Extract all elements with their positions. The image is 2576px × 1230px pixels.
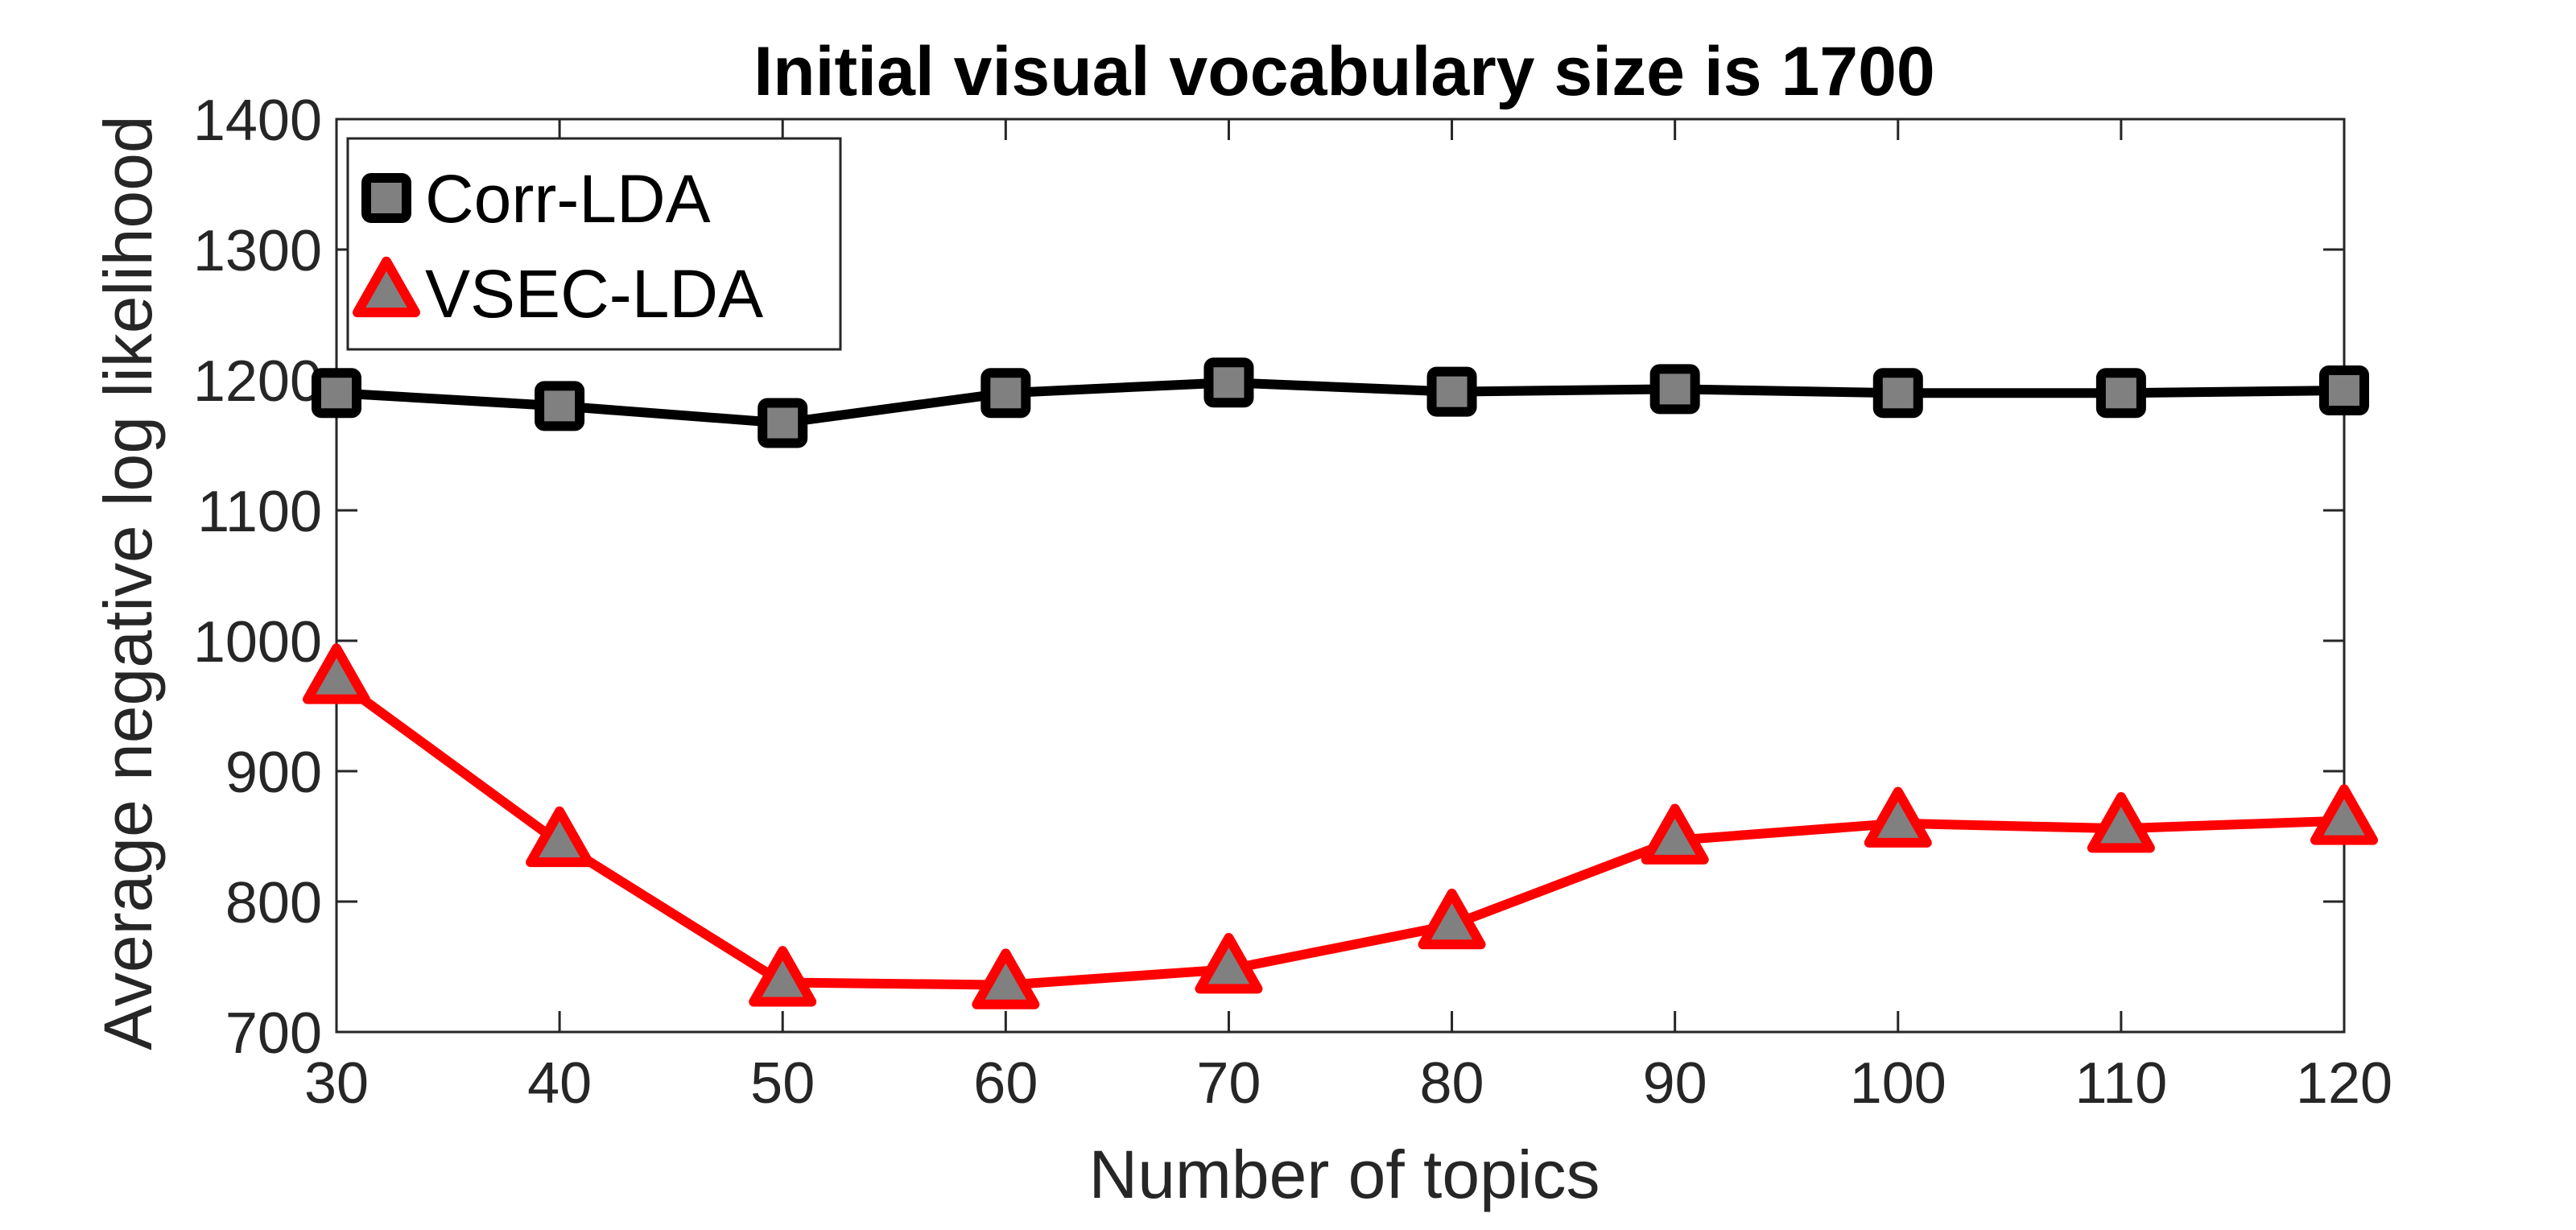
data-point-square <box>2319 365 2369 415</box>
x-tick-label: 110 <box>2074 1051 2167 1116</box>
y-tick-label: 1300 <box>193 219 322 283</box>
x-tick-label: 50 <box>750 1051 815 1116</box>
x-tick-label: 100 <box>1850 1051 1946 1116</box>
data-point-square <box>1203 357 1254 408</box>
y-tick-label: 1000 <box>193 610 322 675</box>
data-point-square <box>1426 366 1477 417</box>
x-axis-ticks: 30 40 50 60 70 80 90 100 110 120 <box>304 1051 2392 1116</box>
legend-box <box>346 137 842 351</box>
legend-marker-triangle <box>353 256 420 318</box>
y-tick-label: 700 <box>225 1001 322 1066</box>
data-point-triangle <box>1641 803 1709 865</box>
legend-marker-square <box>361 173 411 223</box>
x-tick-label: 30 <box>304 1051 369 1116</box>
x-tick-label: 70 <box>1196 1051 1261 1116</box>
x-tick-label: 40 <box>527 1051 592 1116</box>
data-point-triangle <box>1864 786 1932 848</box>
data-point-triangle <box>2310 784 2378 845</box>
data-point-square <box>1872 368 1923 419</box>
y-axis-title: Average negative log likelihood <box>90 115 166 1050</box>
data-point-square <box>980 368 1031 419</box>
legend-label: VSEC-LDA <box>425 256 763 332</box>
data-point-triangle <box>2087 791 2155 853</box>
series-vsec-lda <box>303 643 2378 1009</box>
y-tick-label: 900 <box>225 741 322 805</box>
data-point-triangle <box>303 643 370 704</box>
y-tick-label: 1400 <box>193 89 322 153</box>
data-point-triangle <box>749 946 817 1007</box>
series-line <box>336 378 2345 428</box>
x-tick-label: 80 <box>1420 1051 1484 1116</box>
data-point-triangle <box>526 806 594 868</box>
chart-title: Initial visual vocabulary size is 1700 <box>753 33 1935 110</box>
data-point-square <box>535 381 585 431</box>
data-point-triangle <box>972 948 1040 1009</box>
series-corr-lda <box>312 357 2369 448</box>
legend: Corr-LDA VSEC-LDA <box>346 137 842 351</box>
data-point-square <box>2095 368 2146 419</box>
data-point-square <box>1649 364 1700 415</box>
x-tick-label: 60 <box>973 1051 1038 1116</box>
legend-label: Corr-LDA <box>425 161 711 237</box>
x-tick-label: 120 <box>2296 1051 2392 1116</box>
y-tick-label: 800 <box>225 871 322 935</box>
series-layer <box>303 357 2378 1009</box>
data-point-square <box>312 368 361 419</box>
x-tick-label: 90 <box>1643 1051 1707 1116</box>
y-axis-ticks: 700 800 900 1000 1100 1200 1300 1400 <box>193 89 322 1066</box>
y-tick-label: 1100 <box>197 480 322 544</box>
series-line <box>333 675 2345 990</box>
y-tick-label: 1200 <box>193 349 322 414</box>
x-axis-title: Number of topics <box>1089 1137 1600 1212</box>
data-point-square <box>758 398 808 448</box>
data-point-triangle <box>1195 932 1263 994</box>
data-point-triangle <box>1418 888 1486 950</box>
